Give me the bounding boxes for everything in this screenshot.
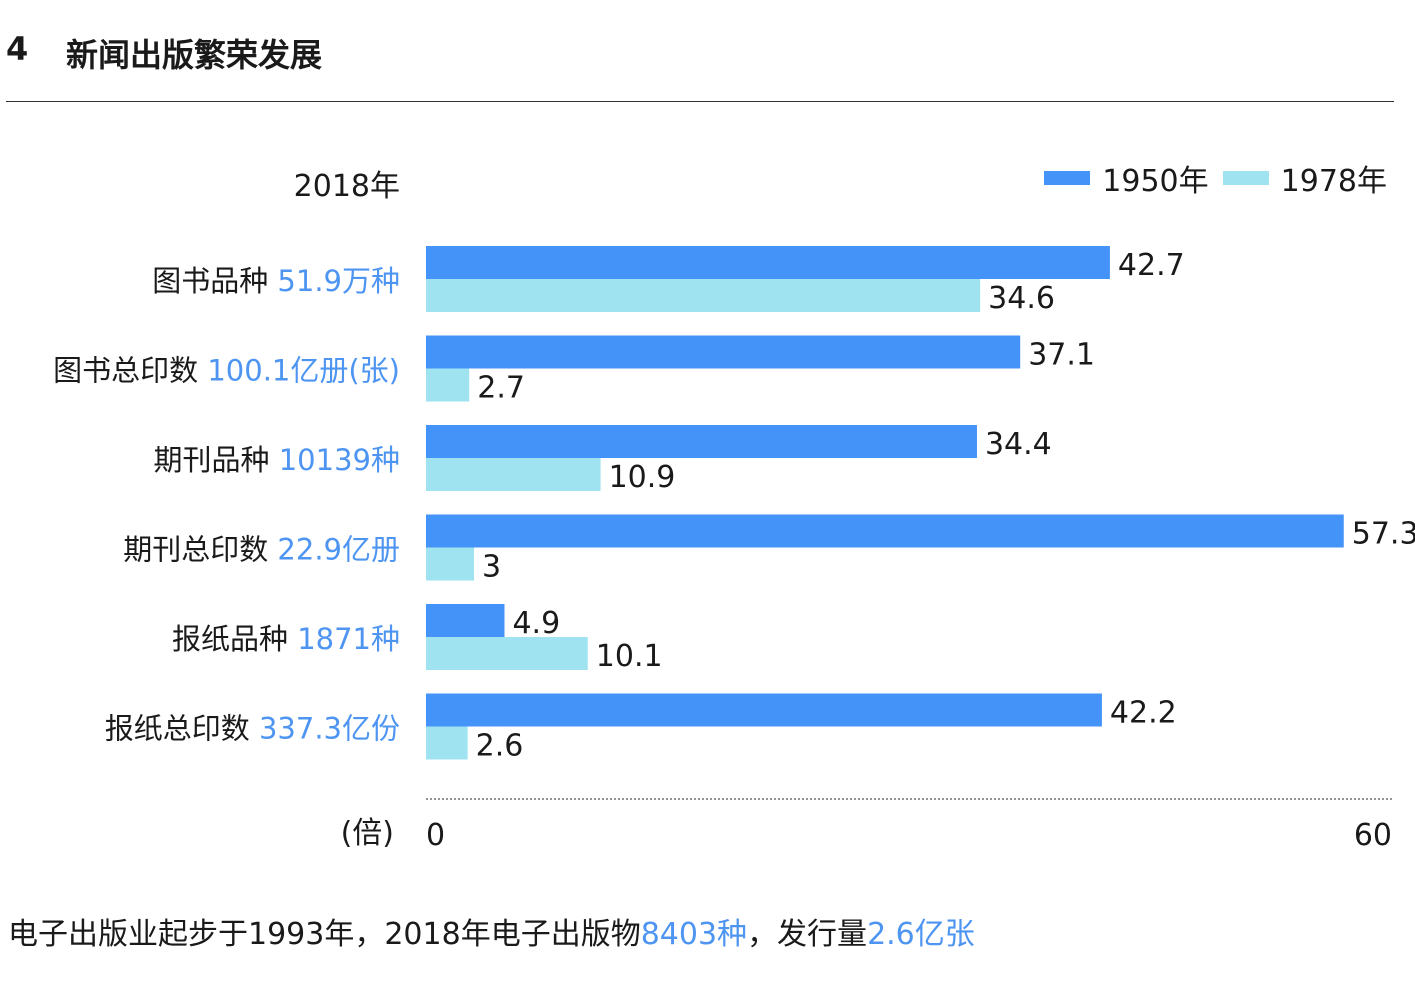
bar-1950 (426, 335, 1021, 369)
category-value: 337.3亿份 (259, 712, 400, 746)
legend-item-1950: 1950年 (1044, 156, 1209, 200)
data-label: 34.6 (988, 281, 1055, 316)
x-tick-label: 0 (426, 818, 445, 853)
data-label: 4.9 (512, 606, 560, 641)
category-name: 报纸总印数 (105, 712, 259, 746)
footnote-text-2: ，发行量 (747, 917, 868, 952)
category-name: 图书品种 (152, 264, 277, 298)
data-label: 2.6 (476, 729, 524, 764)
category-label: 图书总印数 100.1亿册(张) (53, 354, 400, 388)
section-number: 4 (6, 30, 29, 68)
category-label: 图书品种 51.9万种 (152, 264, 400, 298)
bar-1978 (426, 279, 981, 312)
legend-swatch-1950 (1044, 171, 1091, 185)
category-name: 图书总印数 (53, 354, 207, 388)
data-label: 42.2 (1110, 696, 1177, 731)
legend-label-1978: 1978年 (1280, 164, 1387, 199)
data-label: 10.9 (609, 460, 676, 495)
bar-1978 (426, 547, 475, 581)
bar-1978 (426, 458, 601, 491)
year-caption: 2018年 (293, 169, 400, 204)
category-value: 1871种 (297, 622, 400, 656)
bar-1978 (426, 368, 470, 402)
category-value: 10139种 (279, 443, 400, 477)
legend-item-1978: 1978年 (1222, 156, 1387, 200)
bar-1950 (426, 425, 977, 458)
bar-1978 (426, 726, 468, 760)
category-label: 报纸品种 1871种 (172, 622, 400, 656)
title-divider (6, 101, 1394, 102)
data-label: 37.1 (1028, 338, 1095, 373)
category-name: 报纸品种 (172, 622, 297, 656)
data-label: 57.3 (1352, 517, 1415, 552)
data-label: 2.7 (477, 371, 525, 406)
data-label: 10.1 (596, 639, 663, 674)
bar-1950 (426, 514, 1344, 548)
bar-1950 (426, 693, 1102, 727)
chart-legend: 1950年 1978年 (1030, 156, 1387, 200)
category-label: 期刊总印数 22.9亿册 (123, 533, 400, 567)
data-label: 34.4 (985, 427, 1052, 462)
category-value: 51.9万种 (277, 264, 400, 298)
section-title: 新闻出版繁荣发展 (66, 36, 323, 74)
legend-label-1950: 1950年 (1102, 164, 1209, 199)
data-label: 42.7 (1118, 248, 1185, 283)
category-value: 22.9亿册 (277, 533, 400, 567)
bar-1950 (426, 604, 505, 637)
category-name: 期刊总印数 (123, 533, 277, 567)
category-label: 期刊品种 10139种 (154, 443, 400, 477)
category-name: 期刊品种 (154, 443, 279, 477)
category-label: 报纸总印数 337.3亿份 (105, 712, 400, 746)
x-axis-unit-label: (倍) (341, 816, 394, 851)
footnote-highlight-2: 2.6亿张 (867, 917, 975, 952)
data-label: 3 (482, 550, 501, 585)
footnote-text-1: 电子出版业起步于1993年，2018年电子出版物 (8, 917, 641, 952)
bar-1978 (426, 637, 588, 670)
x-tick-label: 60 (1354, 818, 1392, 853)
legend-swatch-1978 (1222, 171, 1269, 185)
footnote: 电子出版业起步于1993年，2018年电子出版物8403种，发行量2.6亿张 (8, 909, 975, 953)
bar-1950 (426, 246, 1110, 279)
footnote-highlight-1: 8403种 (640, 917, 748, 952)
category-value: 100.1亿册(张) (207, 354, 400, 388)
